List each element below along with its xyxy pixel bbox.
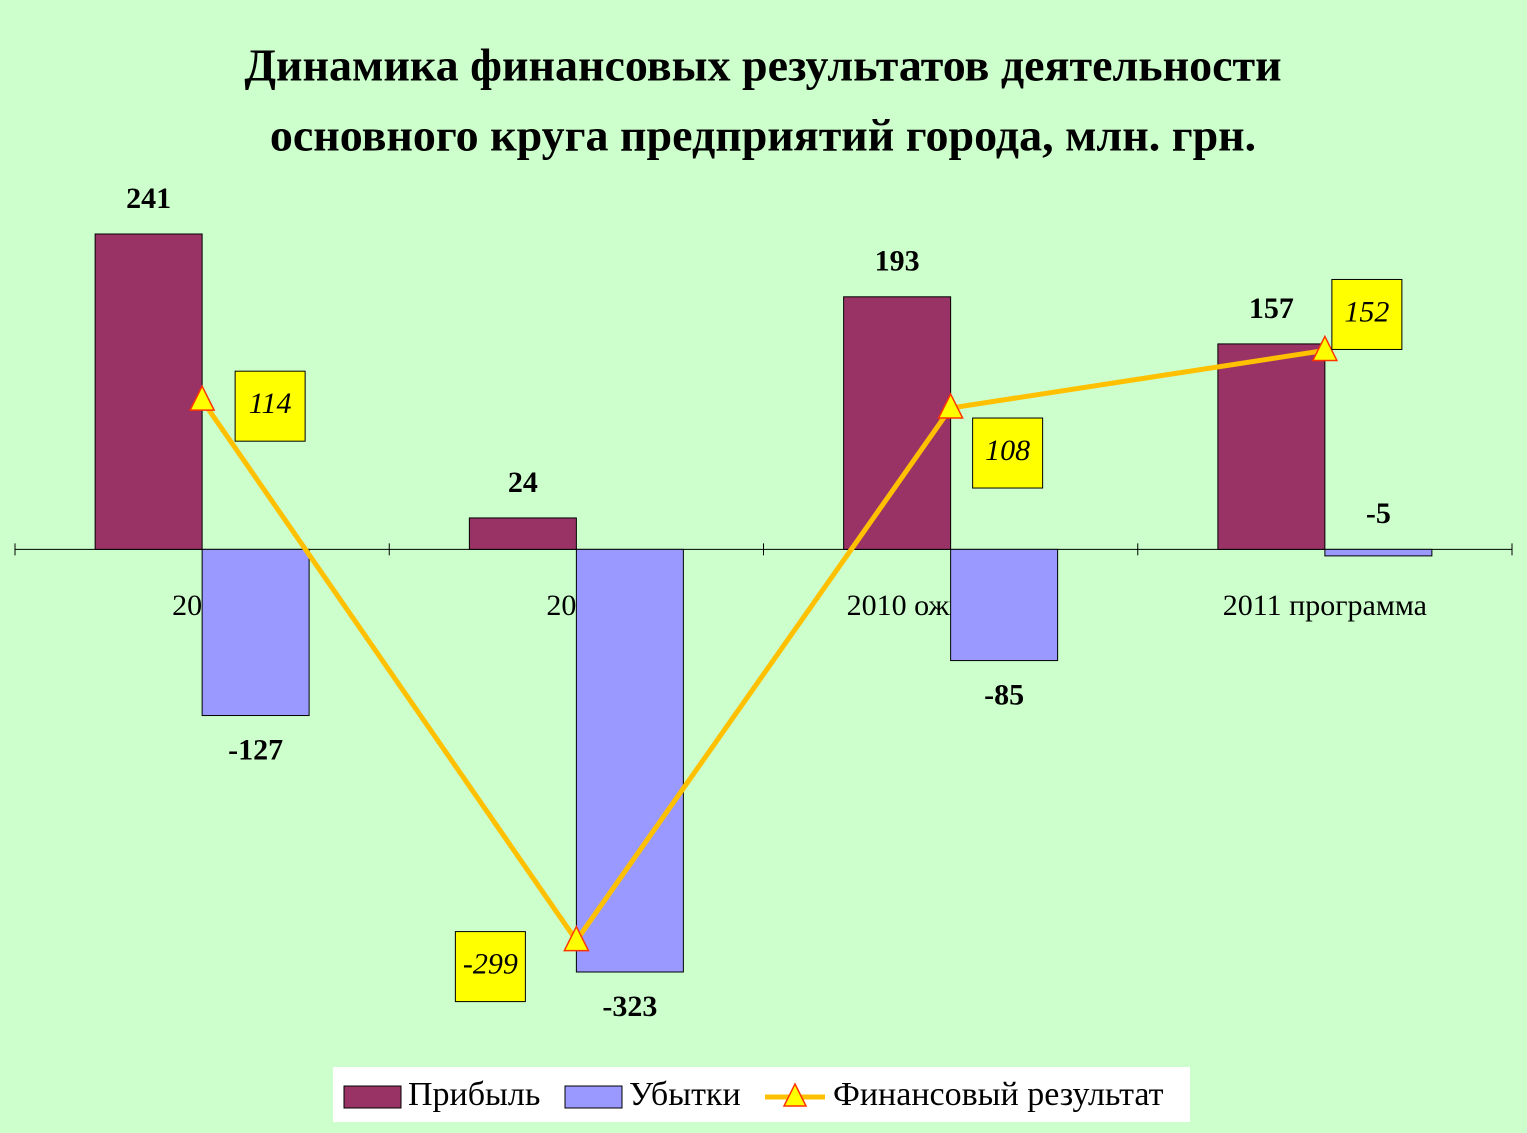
data-label: -299 (463, 947, 518, 980)
chart-title: основного круга предприятий города, млн.… (270, 110, 1256, 161)
data-label: 157 (1249, 292, 1294, 325)
legend-label: Убытки (629, 1076, 741, 1113)
marker (937, 392, 964, 419)
bar (843, 296, 952, 550)
data-label: 24 (508, 466, 538, 499)
legend-swatch (782, 1082, 808, 1107)
data-label: -323 (602, 990, 657, 1023)
data-label: -127 (228, 733, 283, 766)
line (200, 347, 1326, 945)
chart-title: Динамика финансовых результатов деятельн… (244, 40, 1281, 91)
marker (1311, 334, 1339, 362)
legend-label: Финансовый результат (833, 1076, 1164, 1113)
bar (575, 548, 684, 973)
data-label: 114 (249, 387, 292, 420)
legend-label: Прибыль (408, 1076, 540, 1113)
data-label: 152 (1344, 295, 1389, 328)
data-label: -85 (984, 678, 1024, 711)
x-tick-label: 2011 программа (1223, 589, 1427, 622)
data-label: -5 (1366, 497, 1391, 530)
legend-swatch (343, 1085, 402, 1109)
data-label: 193 (875, 245, 920, 278)
bar (1217, 343, 1326, 550)
legend-box (333, 1067, 1190, 1122)
label-box (1331, 278, 1403, 350)
legend-swatch (564, 1085, 623, 1109)
marker (563, 924, 590, 952)
bar (201, 548, 310, 717)
bar (468, 517, 577, 550)
label-box (972, 417, 1044, 489)
data-label: 108 (985, 434, 1030, 467)
bar (950, 548, 1059, 662)
data-label: 241 (126, 182, 171, 215)
bar (1324, 548, 1433, 557)
label-box (454, 931, 526, 1003)
label-box (234, 370, 306, 442)
marker (188, 384, 216, 411)
bar (94, 233, 203, 550)
